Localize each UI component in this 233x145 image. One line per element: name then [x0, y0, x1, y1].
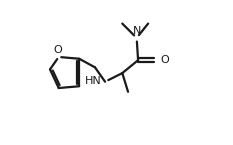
Text: O: O [53, 46, 62, 56]
Text: O: O [160, 55, 169, 65]
Text: HN: HN [85, 76, 102, 86]
Text: N: N [133, 26, 141, 36]
